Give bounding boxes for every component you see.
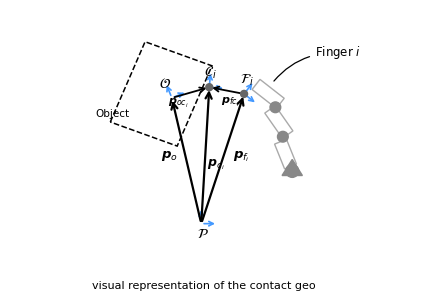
Text: Object: Object <box>95 109 130 119</box>
Text: $\mathcal{O}$: $\mathcal{O}$ <box>159 77 171 91</box>
Polygon shape <box>282 159 302 176</box>
Text: visual representation of the contact geo: visual representation of the contact geo <box>91 281 315 291</box>
Text: $\mathcal{P}$: $\mathcal{P}$ <box>197 227 208 241</box>
Text: $\boldsymbol{p}_{oc_i}$: $\boldsymbol{p}_{oc_i}$ <box>168 97 189 111</box>
Polygon shape <box>265 106 293 138</box>
Text: $\mathcal{F}_i$: $\mathcal{F}_i$ <box>240 73 254 88</box>
Text: $\mathcal{C}_i$: $\mathcal{C}_i$ <box>204 65 217 81</box>
Text: $\boldsymbol{p}_o$: $\boldsymbol{p}_o$ <box>161 149 178 163</box>
Circle shape <box>206 84 213 91</box>
Polygon shape <box>275 139 297 169</box>
Circle shape <box>241 91 248 97</box>
Circle shape <box>277 131 288 142</box>
Text: Finger $i$: Finger $i$ <box>274 44 361 81</box>
Polygon shape <box>252 79 284 108</box>
Text: $\boldsymbol{p}_{c_i}$: $\boldsymbol{p}_{c_i}$ <box>207 157 225 172</box>
Circle shape <box>270 102 281 113</box>
Text: $\boldsymbol{p}_{f_i}$: $\boldsymbol{p}_{f_i}$ <box>233 150 250 164</box>
Circle shape <box>286 165 299 177</box>
Text: $\boldsymbol{p}_{fc_i}$: $\boldsymbol{p}_{fc_i}$ <box>221 96 240 109</box>
